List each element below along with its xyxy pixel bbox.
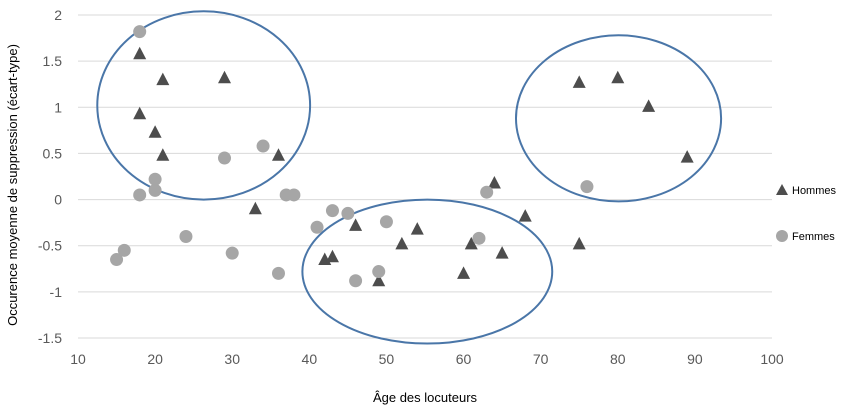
point-femmes — [310, 220, 324, 234]
y-tick-label: 1.5 — [43, 53, 63, 69]
x-axis-label: Âge des locuteurs — [373, 390, 478, 405]
legend-marker-hommes — [776, 184, 788, 195]
point-femmes — [117, 243, 131, 257]
y-tick-label: 0 — [54, 192, 62, 208]
point-femmes — [225, 246, 239, 260]
y-tick-label: -1.5 — [38, 330, 62, 346]
point-femmes — [148, 172, 162, 186]
point-hommes — [133, 46, 147, 60]
x-tick-labels: 10 20 30 40 50 60 70 80 90 100 — [70, 351, 784, 367]
y-tick-label: 1 — [54, 99, 62, 115]
point-hommes — [271, 148, 285, 161]
point-femmes — [179, 229, 193, 243]
point-femmes — [580, 180, 594, 194]
point-hommes — [518, 209, 532, 222]
cluster-ellipse — [301, 198, 554, 345]
point-hommes — [156, 148, 170, 161]
point-femmes — [325, 204, 339, 218]
point-femmes — [480, 185, 494, 199]
point-femmes — [110, 253, 124, 267]
point-hommes — [349, 218, 363, 231]
x-tick-label: 100 — [760, 351, 784, 367]
y-axis-label: Occurence moyenne de suppression (écart-… — [5, 44, 20, 326]
point-hommes — [156, 72, 170, 86]
point-hommes — [680, 150, 694, 163]
point-hommes — [148, 125, 162, 138]
point-femmes — [349, 274, 363, 288]
y-tick-label: 0.5 — [43, 145, 63, 161]
x-tick-label: 30 — [224, 351, 240, 367]
point-hommes — [133, 106, 147, 120]
point-femmes — [379, 215, 393, 229]
point-femmes — [133, 188, 147, 202]
point-femmes — [287, 188, 301, 202]
point-hommes — [495, 246, 509, 259]
y-tick-label: -0.5 — [38, 238, 62, 254]
x-tick-label: 40 — [302, 351, 318, 367]
point-hommes — [372, 273, 386, 287]
point-femmes — [256, 139, 270, 153]
cluster-ellipses — [96, 10, 723, 345]
point-hommes — [248, 201, 262, 215]
x-tick-label: 80 — [610, 351, 626, 367]
point-hommes — [572, 75, 586, 88]
point-hommes — [572, 236, 586, 250]
y-tick-label: 2 — [54, 7, 62, 23]
y-tick-labels: 2 1.5 1 0.5 0 -0.5 -1 -1.5 — [38, 7, 62, 346]
x-tick-label: 50 — [379, 351, 395, 367]
point-hommes — [464, 236, 478, 250]
cluster-ellipse — [514, 34, 723, 203]
x-tick-label: 90 — [687, 351, 703, 367]
point-hommes — [457, 266, 471, 279]
point-hommes — [410, 222, 424, 235]
point-femmes — [133, 25, 147, 39]
data-points — [110, 25, 694, 288]
point-hommes — [642, 99, 656, 112]
point-femmes — [372, 265, 386, 279]
point-hommes — [325, 249, 339, 263]
x-tick-label: 60 — [456, 351, 472, 367]
cluster-ellipse — [96, 10, 312, 201]
x-tick-label: 20 — [147, 351, 163, 367]
y-tick-label: -1 — [50, 284, 63, 300]
point-femmes — [218, 151, 232, 165]
legend: Hommes Femmes — [776, 184, 837, 243]
grid-lines — [78, 14, 772, 339]
point-hommes — [487, 175, 501, 189]
point-hommes — [395, 236, 409, 250]
point-femmes — [472, 231, 486, 245]
legend-label-femmes: Femmes — [792, 231, 835, 243]
point-hommes — [218, 70, 232, 84]
x-tick-label: 10 — [70, 351, 86, 367]
legend-label-hommes: Hommes — [792, 185, 837, 197]
point-femmes — [271, 266, 285, 280]
x-tick-label: 70 — [533, 351, 549, 367]
point-femmes — [148, 183, 162, 197]
point-femmes — [341, 206, 355, 220]
point-hommes — [611, 70, 625, 84]
legend-marker-femmes — [776, 230, 788, 242]
